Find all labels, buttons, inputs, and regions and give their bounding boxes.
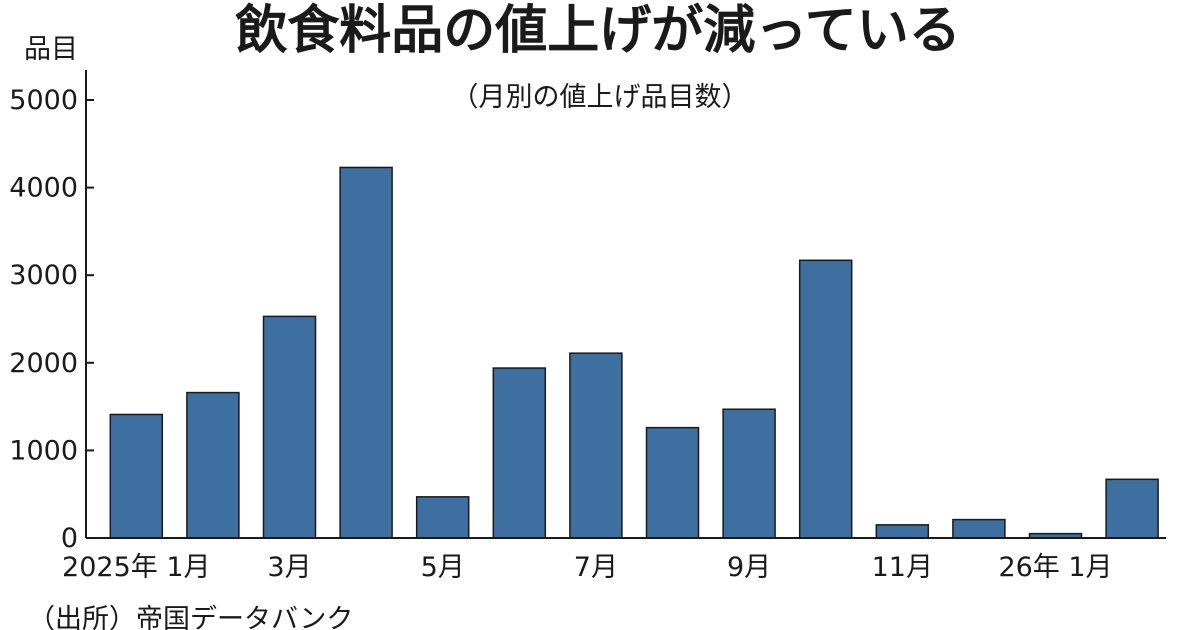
- bar: [186, 391, 240, 539]
- x-tick-label: 26年 1月: [998, 552, 1112, 583]
- y-axis-label: 品目: [24, 34, 78, 65]
- bar: [415, 496, 470, 539]
- bar: [339, 166, 393, 539]
- y-tick-label: 5000: [9, 85, 78, 116]
- y-tick-label: 4000: [9, 173, 78, 204]
- y-tick-label: 1000: [9, 435, 78, 466]
- bar: [1105, 478, 1159, 539]
- bar: [722, 408, 776, 539]
- y-tick-label: 0: [61, 523, 78, 554]
- x-tick-label: 9月: [727, 552, 771, 583]
- bars: [109, 166, 1159, 539]
- chart-subtitle: （月別の値上げ品目数）: [452, 82, 749, 113]
- x-tick-label: 2025年 1月: [62, 552, 210, 583]
- y-axis-ticks: 0 1000 2000 3000 4000 5000: [9, 85, 94, 554]
- chart-source: （出所）帝国データバンク: [28, 604, 353, 630]
- bar: [875, 524, 930, 539]
- bar: [109, 413, 164, 539]
- x-tick-label: 7月: [574, 552, 618, 583]
- bar: [952, 518, 1006, 539]
- bar: [645, 426, 700, 539]
- x-tick-label: 5月: [421, 552, 465, 583]
- y-tick-label: 3000: [9, 260, 78, 291]
- bar: [798, 259, 853, 539]
- chart-title: 飲食料品の値上げが減っている: [235, 1, 960, 61]
- bar: [492, 367, 547, 539]
- x-tick-label: 11月: [872, 552, 933, 583]
- x-axis-ticks: 2025年 1月 3月 5月 7月 9月 11月 26年 1月: [62, 552, 1113, 583]
- bar: [262, 315, 317, 539]
- x-tick-label: 3月: [267, 552, 311, 583]
- bar: [569, 352, 623, 539]
- y-tick-label: 2000: [9, 348, 78, 379]
